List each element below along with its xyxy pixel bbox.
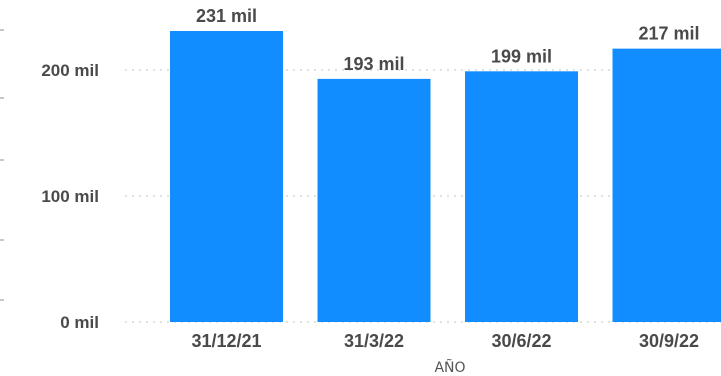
data-labels: 231 mil 193 mil 199 mil 217 mil [196, 6, 700, 74]
y-tick-label: 200 mil [41, 61, 99, 80]
left-edge-ticks [0, 29, 4, 301]
data-label: 217 mil [638, 24, 699, 44]
y-tick-label: 100 mil [41, 187, 99, 206]
bar [612, 48, 721, 323]
x-tick-label: 30/6/22 [491, 331, 551, 351]
data-label: 199 mil [491, 46, 552, 66]
x-tick-label: 31/3/22 [344, 331, 404, 351]
bar [465, 71, 578, 322]
y-tick-label: 0 mil [60, 313, 99, 332]
data-label: 193 mil [343, 54, 404, 74]
x-tick-label: 30/9/22 [639, 331, 699, 351]
y-axis: 0 mil 100 mil 200 mil [41, 61, 99, 332]
x-axis-title: AÑO [434, 359, 465, 376]
bars [170, 31, 721, 323]
x-axis: 31/12/21 31/3/22 30/6/22 30/9/22 [191, 331, 699, 351]
bar [317, 78, 431, 322]
x-tick-label: 31/12/21 [191, 331, 261, 351]
bar [170, 31, 283, 322]
data-label: 231 mil [196, 6, 257, 26]
